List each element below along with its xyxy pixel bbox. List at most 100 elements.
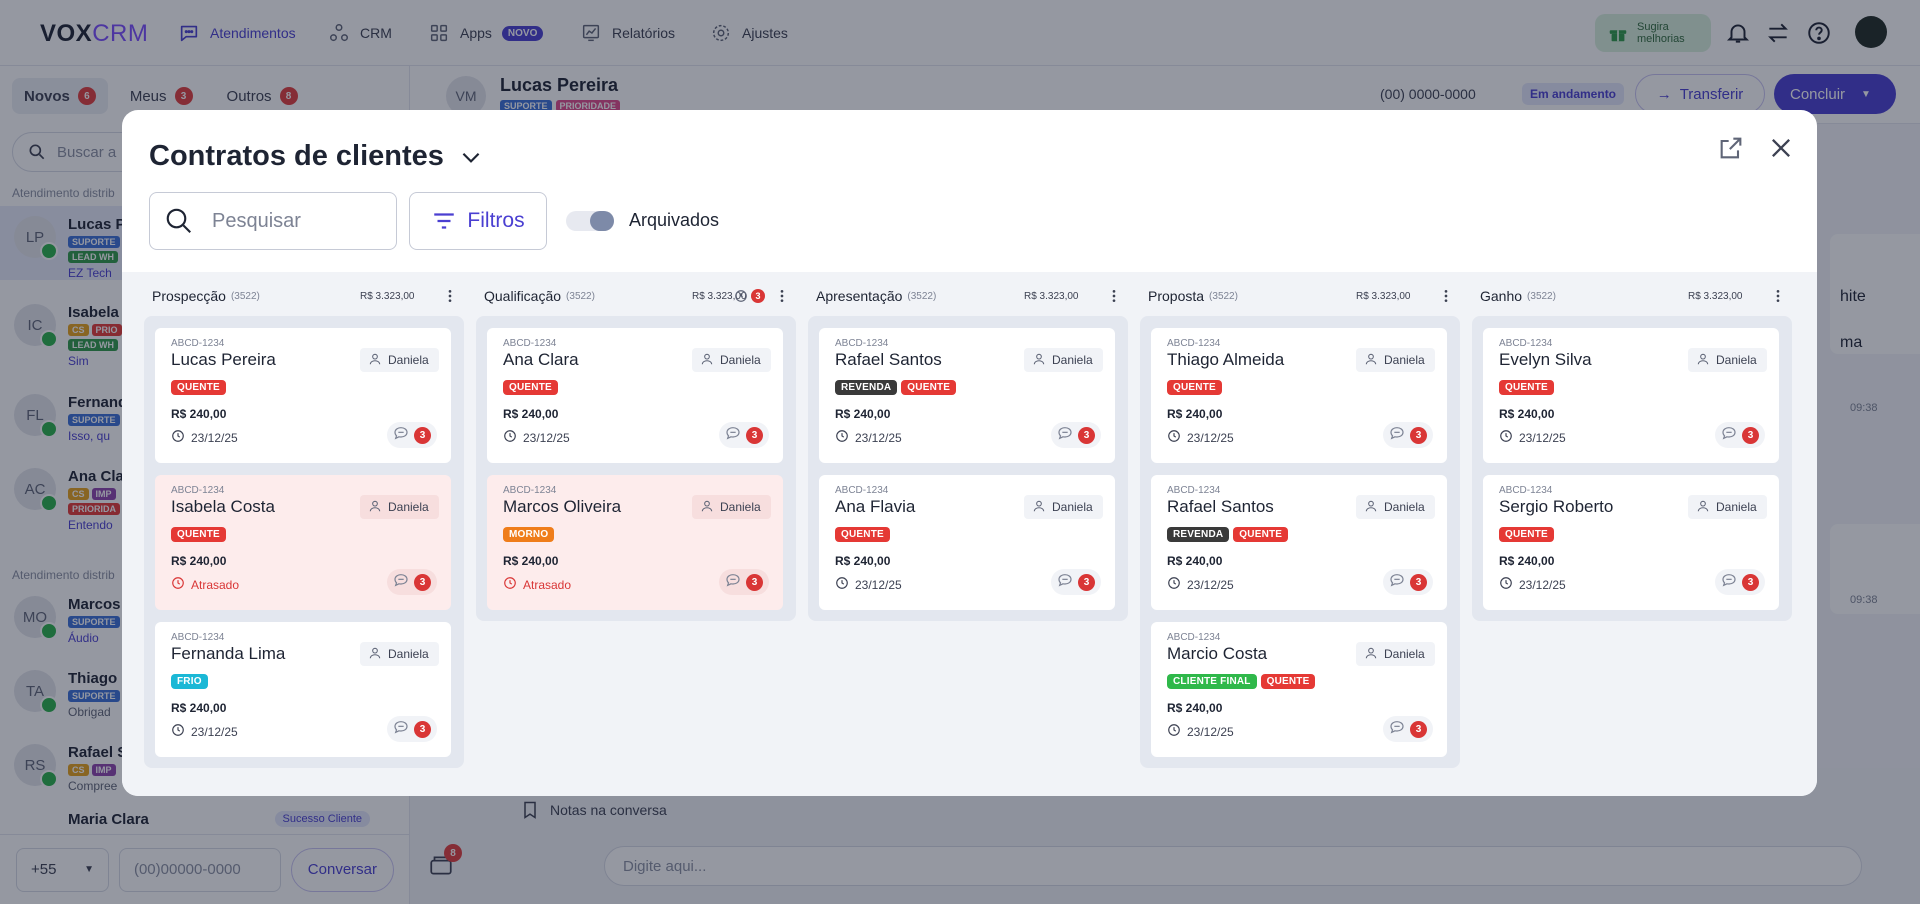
bell-icon[interactable] bbox=[1725, 20, 1751, 46]
messages-chip[interactable]: 3 bbox=[387, 422, 437, 448]
owner-chip[interactable]: Daniela bbox=[1024, 348, 1103, 372]
nav-label: Apps bbox=[460, 25, 492, 41]
tab-novos[interactable]: Novos 6 bbox=[12, 78, 108, 114]
client-name: Lucas Pereira bbox=[171, 350, 276, 369]
open-external-icon[interactable] bbox=[1717, 134, 1745, 162]
contract-value: R$ 240,00 bbox=[1499, 554, 1555, 568]
contract-card[interactable]: ABCD-1234 Rafael Santos Daniela REVENDA QUEN… bbox=[1151, 475, 1447, 610]
contract-card[interactable]: ABCD-1234 Evelyn Silva Daniela QUENTE R$ 240… bbox=[1483, 328, 1779, 463]
contract-card[interactable]: ABCD-1234 Marcio Costa Daniela CLIENTE FINA… bbox=[1151, 622, 1447, 757]
filters-button[interactable]: Filtros bbox=[409, 192, 547, 250]
user-icon bbox=[368, 646, 382, 663]
chat-bubble-icon bbox=[1057, 572, 1073, 593]
contract-card[interactable]: ABCD-1234 Isabela Costa Daniela QUENTE R$ 24… bbox=[155, 475, 451, 610]
column-menu-icon[interactable] bbox=[774, 287, 790, 308]
temperature-tag: CLIENTE FINAL bbox=[1167, 674, 1257, 689]
archived-label: Arquivados bbox=[629, 210, 720, 230]
conversation-item[interactable]: IC Isabela CS PRIO LEAD WH Sim bbox=[0, 294, 410, 368]
nav-ajustes[interactable]: Ajustes bbox=[710, 22, 788, 44]
message-input[interactable]: Digite aqui... bbox=[604, 846, 1862, 886]
conversation-item[interactable]: RS Rafael S CS IMP Compree bbox=[0, 734, 410, 808]
messages-chip[interactable]: 3 bbox=[1051, 569, 1101, 595]
help-icon[interactable] bbox=[1806, 20, 1832, 46]
swap-arrows-icon[interactable] bbox=[1765, 20, 1791, 46]
due-date: 23/12/25 bbox=[835, 429, 902, 446]
messages-chip[interactable]: 3 bbox=[1383, 716, 1433, 742]
owner-chip[interactable]: Daniela bbox=[1356, 642, 1435, 666]
column-count: (3522) bbox=[566, 290, 595, 302]
contract-card[interactable]: ABCD-1234 Rafael Santos Daniela REVENDA QUEN… bbox=[819, 328, 1115, 463]
owner-chip[interactable]: Daniela bbox=[692, 348, 771, 372]
contract-card[interactable]: ABCD-1234 Ana Flavia Daniela QUENTE R$ 240,0… bbox=[819, 475, 1115, 610]
messages-chip[interactable]: 3 bbox=[387, 716, 437, 742]
transfer-button[interactable]: → Transferir bbox=[1635, 74, 1765, 114]
conversation-item[interactable]: MO Marcos SUPORTE Áudio bbox=[0, 586, 410, 660]
tab-outros[interactable]: Outros 8 bbox=[215, 78, 310, 114]
messages-chip[interactable]: 3 bbox=[1051, 422, 1101, 448]
column-menu-icon[interactable] bbox=[1438, 287, 1454, 308]
conversation-item[interactable]: AC Ana Cla CS IMP PRIORIDA Entendo bbox=[0, 458, 410, 532]
messages-chip[interactable]: 3 bbox=[1715, 422, 1765, 448]
user-icon bbox=[1032, 499, 1046, 516]
message-bubble bbox=[1830, 524, 1920, 614]
messages-chip[interactable]: 3 bbox=[1715, 569, 1765, 595]
column-count: (3522) bbox=[907, 290, 937, 302]
contract-card[interactable]: ABCD-1234 Ana Clara Daniela QUENTE R$ 240,00… bbox=[487, 328, 783, 463]
filter-icon bbox=[434, 213, 455, 229]
start-conversation-button[interactable]: Conversar bbox=[290, 847, 394, 892]
owner-chip[interactable]: Daniela bbox=[1356, 348, 1435, 372]
archive-box-icon[interactable]: 8 bbox=[428, 844, 462, 880]
column-title: Ganho bbox=[1480, 288, 1523, 304]
nav-crm[interactable]: CRM bbox=[328, 22, 392, 44]
search-input[interactable] bbox=[212, 209, 362, 233]
close-icon[interactable] bbox=[1767, 134, 1795, 162]
temperature-tag: QUENTE bbox=[835, 527, 890, 542]
contract-card[interactable]: ABCD-1234 Thiago Almeida Daniela QUENTE R$ 2… bbox=[1151, 328, 1447, 463]
app-logo[interactable]: VOXCRM bbox=[40, 20, 149, 47]
user-icon bbox=[368, 352, 382, 369]
owner-chip[interactable]: Daniela bbox=[1024, 495, 1103, 519]
contract-card[interactable]: ABCD-1234 Lucas Pereira Daniela QUENTE R$ 24… bbox=[155, 328, 451, 463]
column-header: Proposta (3522) R$ 3.323,00 bbox=[1148, 286, 1458, 306]
messages-chip[interactable]: 3 bbox=[719, 422, 769, 448]
chat-bubble-icon bbox=[1389, 572, 1405, 593]
tag-list: QUENTE bbox=[503, 380, 558, 395]
nav-atendimentos[interactable]: Atendimentos bbox=[178, 22, 296, 44]
conversation-item[interactable]: Maria Clara Sucesso Cliente bbox=[0, 810, 410, 834]
messages-chip[interactable]: 3 bbox=[719, 569, 769, 595]
notes-bar[interactable]: Notas na conversa bbox=[520, 800, 667, 820]
phone-input[interactable]: (00)00000-0000 bbox=[118, 847, 281, 892]
contract-card[interactable]: ABCD-1234 Marcos Oliveira Daniela MORNO R$ 2… bbox=[487, 475, 783, 610]
nav-relatorios[interactable]: Relatórios bbox=[580, 22, 675, 44]
contract-card[interactable]: ABCD-1234 Fernanda Lima Daniela FRIO R$ 240,… bbox=[155, 622, 451, 757]
avatar: MO bbox=[14, 596, 58, 640]
suggest-improvements-button[interactable]: Sugira melhorias bbox=[1595, 14, 1711, 52]
unread-count-badge: 3 bbox=[414, 426, 431, 444]
column-menu-icon[interactable] bbox=[442, 287, 458, 308]
board-search-field[interactable] bbox=[149, 192, 397, 250]
owner-chip[interactable]: Daniela bbox=[1688, 348, 1767, 372]
owner-chip[interactable]: Daniela bbox=[1356, 495, 1435, 519]
nav-apps[interactable]: Apps NOVO bbox=[428, 22, 544, 44]
archived-toggle[interactable] bbox=[566, 211, 614, 231]
conversation-item[interactable]: TA Thiago SUPORTE Obrigad bbox=[0, 660, 410, 734]
contract-card[interactable]: ABCD-1234 Sergio Roberto Daniela QUENTE R$ 2… bbox=[1483, 475, 1779, 610]
owner-chip[interactable]: Daniela bbox=[692, 495, 771, 519]
owner-chip[interactable]: Daniela bbox=[1688, 495, 1767, 519]
country-code-select[interactable]: +55 ▼ bbox=[16, 847, 109, 892]
column-menu-icon[interactable] bbox=[1770, 287, 1786, 308]
conclude-button[interactable]: Concluir ▼ bbox=[1774, 74, 1896, 114]
owner-chip[interactable]: Daniela bbox=[360, 495, 439, 519]
tab-meus[interactable]: Meus 3 bbox=[118, 78, 205, 114]
owner-chip[interactable]: Daniela bbox=[360, 642, 439, 666]
messages-chip[interactable]: 3 bbox=[387, 569, 437, 595]
contract-code: ABCD-1234 bbox=[1499, 338, 1553, 349]
owner-chip[interactable]: Daniela bbox=[360, 348, 439, 372]
column-menu-icon[interactable] bbox=[1106, 287, 1122, 308]
user-avatar[interactable] bbox=[1855, 16, 1887, 48]
due-date: 23/12/25 bbox=[835, 576, 902, 593]
messages-chip[interactable]: 3 bbox=[1383, 569, 1433, 595]
modal-title[interactable]: Contratos de clientes bbox=[149, 140, 484, 173]
conversation-item[interactable]: FL Fernand SUPORTE Isso, qu bbox=[0, 384, 410, 458]
messages-chip[interactable]: 3 bbox=[1383, 422, 1433, 448]
